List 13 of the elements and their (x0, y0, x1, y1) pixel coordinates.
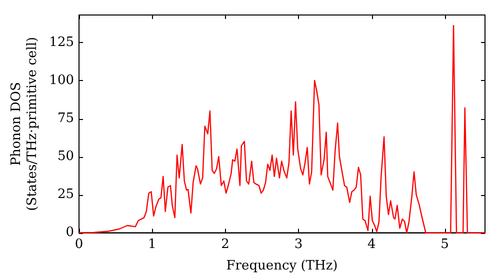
y-tick-label: 50 (57, 149, 74, 164)
y-axis-title: Phonon DOS (States/THz·primitive cell) (9, 36, 40, 211)
x-tick-label: 4 (367, 236, 376, 252)
x-axis-title: Frequency (THz) (226, 258, 338, 274)
y-tick-label: 0 (66, 225, 74, 240)
y-tick-label: 75 (57, 110, 74, 126)
y-tick-label: 125 (49, 34, 74, 50)
y-tick-label: 100 (49, 72, 74, 88)
x-tick-label: 1 (148, 236, 156, 252)
x-tick-label: 2 (221, 236, 230, 252)
y-tick-label: 25 (57, 187, 74, 202)
x-tick-label: 3 (294, 236, 303, 252)
x-tick-label: 5 (440, 236, 449, 252)
